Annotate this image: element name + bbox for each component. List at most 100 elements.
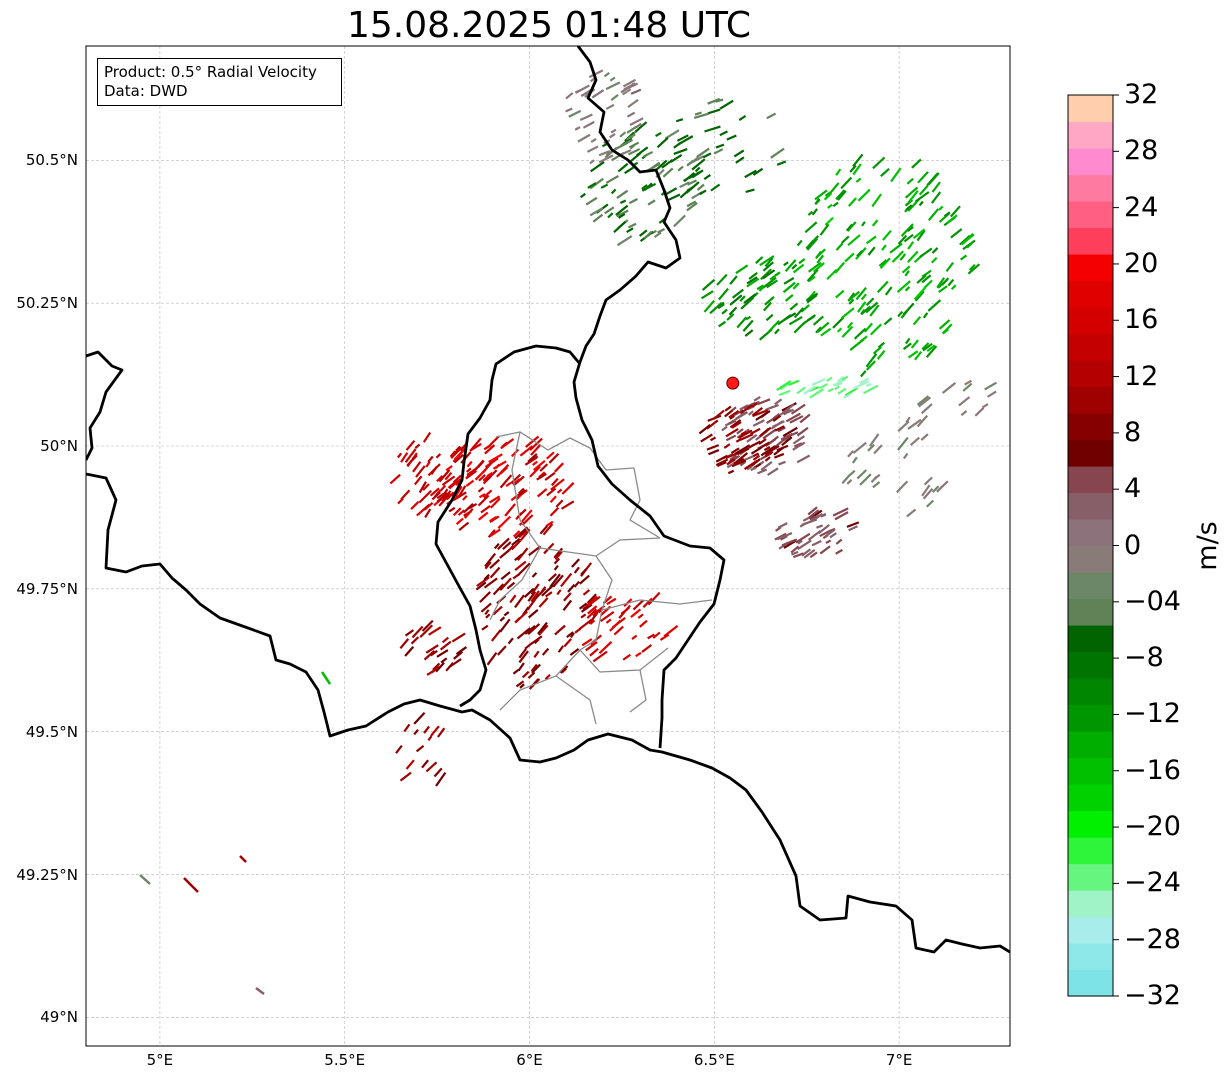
radar-echo: [568, 109, 582, 118]
radar-echo: [405, 759, 415, 770]
canton-boundaries: [489, 431, 713, 725]
radar-echo: [796, 239, 803, 247]
radar-echo: [834, 511, 849, 521]
latitude-label: 49.25°N: [16, 865, 78, 884]
radar-echo: [514, 526, 529, 540]
radar-echo: [716, 461, 727, 467]
radar-echo: [641, 644, 653, 653]
radar-echo: [497, 537, 510, 551]
radar-echo: [792, 435, 805, 445]
radar-echo: [727, 469, 735, 475]
radar-echo: [484, 469, 498, 483]
radar-echo: [444, 472, 453, 481]
radar-echo: [466, 460, 473, 468]
radar-echo: [779, 403, 795, 416]
radar-echo: [441, 636, 450, 644]
radar-echo: [396, 452, 403, 459]
radar-echo: [605, 175, 619, 184]
radar-echo: [656, 137, 669, 149]
radar-echo: [435, 771, 447, 787]
radar-echo: [869, 304, 880, 317]
radar-echo: [655, 159, 668, 171]
radar-echo: [909, 436, 921, 446]
radar-echo: [404, 629, 415, 637]
radar-echo: [806, 315, 815, 322]
radar-echo: [843, 393, 851, 399]
radar-echo: [828, 182, 840, 195]
radar-echo: [729, 275, 738, 285]
radar-echo: [542, 523, 554, 536]
radar-echo: [673, 148, 688, 155]
radar-echo: [857, 188, 871, 202]
radar-echo: [484, 552, 497, 568]
radar-echo: [776, 160, 787, 166]
radar-echo: [628, 141, 640, 149]
radar-echo: [478, 493, 486, 499]
radar-echo: [793, 307, 805, 319]
radar-echo: [941, 382, 957, 394]
radar-echo: [844, 387, 858, 397]
radar-echo: [922, 342, 933, 352]
radar-echo: [835, 381, 843, 387]
radar-echo: [774, 425, 785, 432]
radar-echo: [537, 621, 548, 635]
radar-echo: [592, 650, 608, 663]
radar-echo: [920, 403, 933, 415]
colorbar-swatch: [1068, 466, 1113, 494]
radar-echo: [849, 338, 865, 351]
radar-echo: [529, 437, 543, 451]
radar-echo: [652, 631, 661, 639]
radar-echo: [812, 315, 824, 326]
radar-echo: [758, 438, 767, 445]
radar-echo: [860, 370, 867, 378]
colorbar-tick-label: 8: [1124, 416, 1142, 448]
radar-echo: [410, 636, 420, 645]
radar-echo: [553, 557, 561, 565]
radar-echo: [565, 107, 573, 113]
radar-echo: [626, 111, 636, 118]
radar-echo: [603, 71, 610, 78]
radar-echo: [643, 230, 653, 240]
radar-echo: [900, 307, 911, 319]
radar-echo: [415, 744, 425, 753]
radar-echo: [803, 385, 816, 395]
radar-echo: [799, 522, 806, 528]
radar-echo: [616, 209, 629, 218]
radar-echo: [647, 591, 661, 606]
radar-echo: [912, 228, 926, 240]
radar-echo: [779, 535, 788, 541]
radar-echo: [945, 261, 954, 273]
radar-echo: [582, 120, 595, 129]
radar-echo: [804, 221, 818, 234]
radar-echo: [524, 642, 533, 650]
radar-echo: [788, 315, 803, 326]
radar-echo: [538, 597, 549, 608]
radar-echo: [749, 427, 761, 435]
radar-echo: [716, 301, 725, 309]
radar-echo: [589, 177, 604, 190]
radar-echo: [742, 319, 754, 332]
radar-echo: [899, 253, 907, 261]
radar-echo: [735, 156, 745, 164]
radar-echo: [590, 137, 597, 144]
radar-echo: [556, 488, 563, 494]
radar-echo: [389, 473, 401, 485]
radar-echo: [653, 231, 662, 238]
colorbar-tick-label: 12: [1124, 360, 1159, 392]
radar-echo: [837, 387, 847, 395]
radar-echo: [527, 591, 537, 602]
radar-echo: [691, 158, 706, 171]
radar-echo: [532, 460, 538, 466]
radar-echo: [904, 286, 911, 292]
radar-echo: [782, 426, 798, 438]
radar-echo: [696, 147, 710, 158]
radar-echo: [448, 506, 456, 513]
radar-echo: [610, 188, 617, 195]
radar-echo: [772, 414, 782, 422]
radar-echo: [927, 299, 942, 312]
radar-echo: [715, 454, 728, 463]
radar-echo: [701, 290, 714, 300]
radar-echo: [429, 487, 440, 497]
radar-echo: [686, 156, 700, 167]
radar-echo: [642, 597, 653, 608]
